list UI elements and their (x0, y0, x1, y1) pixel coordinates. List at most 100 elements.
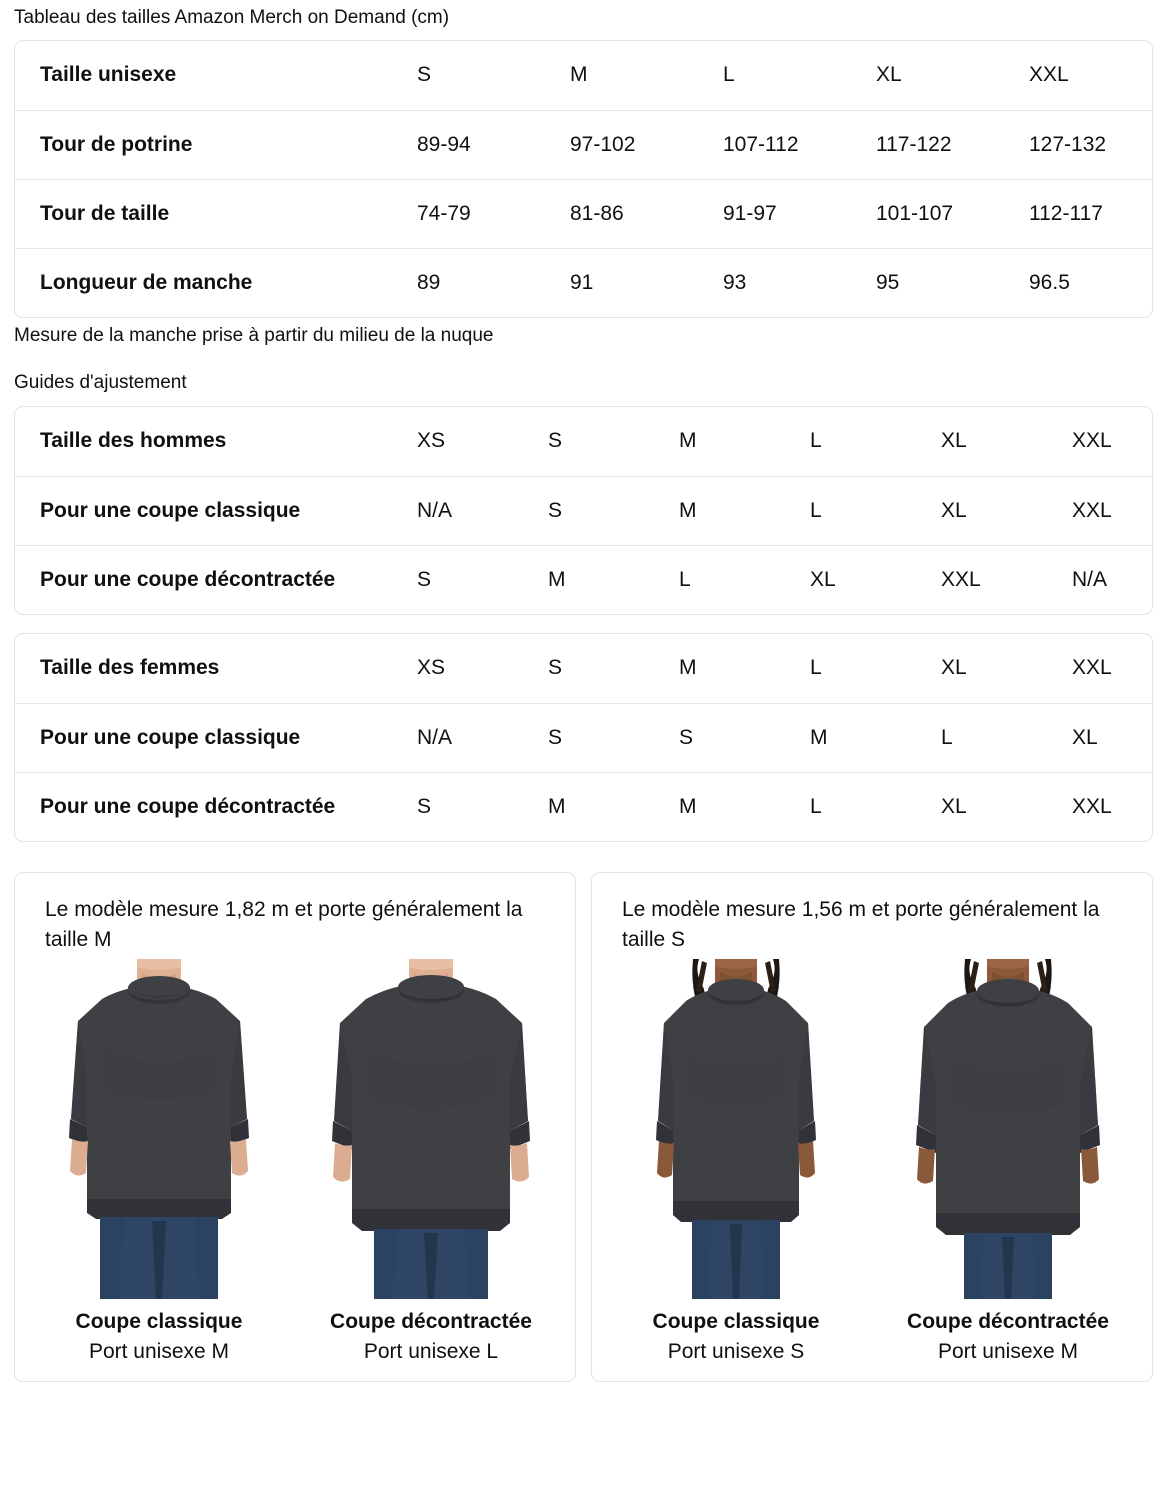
male-classic-fit-figure: Coupe classique Port unisexe M (23, 959, 295, 1367)
women-fit-card: Taille des femmes XS S M L XL XXL Pour u… (14, 633, 1153, 842)
men-fit-card: Taille des hommes XS S M L XL XXL Pour u… (14, 406, 1153, 615)
cell-value: XL (941, 656, 967, 680)
wear-label: Port unisexe L (363, 1340, 499, 1363)
table-row: Taille unisexe S M L XL XXL (15, 41, 1152, 110)
table-row: Pour une coupe décontractée S M M L XL X… (15, 771, 1152, 841)
cell-value: S (417, 63, 432, 87)
male-classic-photo (23, 959, 295, 1299)
size-chart-card: Taille unisexe S M L XL XXL Tour de potr… (14, 40, 1153, 318)
row-label: Tour de potrine (15, 109, 415, 179)
cell-value: S (548, 656, 563, 680)
cell-value: M (677, 771, 808, 841)
cell-value: XXL (1029, 63, 1069, 87)
cell-value: 97-102 (568, 109, 721, 179)
row-label: Pour une coupe classique (15, 475, 415, 545)
cell-value: XXL (1070, 771, 1152, 841)
model-cards-row: Le modèle mesure 1,82 m et porte général… (14, 872, 1153, 1382)
cell-value: M (679, 429, 697, 453)
row-label: Longueur de manche (15, 247, 415, 317)
table-row: Pour une coupe décontractée S M L XL XXL… (15, 544, 1152, 614)
cell-value: M (808, 702, 939, 772)
female-classic-fit-figure: Coupe classique Port unisexe S (600, 959, 872, 1367)
cell-value: 91-97 (721, 178, 874, 248)
cell-value: 127-132 (1027, 109, 1152, 179)
cell-value: XL (1070, 702, 1152, 772)
row-label: Taille des femmes (40, 656, 220, 680)
fit-label: Coupe décontractée (330, 1310, 532, 1333)
cell-value: N/A (415, 475, 546, 545)
cell-value: 95 (874, 247, 1027, 317)
cell-value: XXL (1072, 656, 1112, 680)
row-label: Taille des hommes (40, 429, 227, 453)
cell-value: XL (876, 63, 902, 87)
cell-value: XXL (1072, 429, 1112, 453)
cell-value: L (677, 544, 808, 614)
cell-value: S (415, 544, 546, 614)
male-relaxed-photo (295, 959, 567, 1299)
cell-value: XS (417, 429, 446, 453)
male-model-card: Le modèle mesure 1,82 m et porte général… (14, 872, 576, 1382)
cell-value: L (939, 702, 1070, 772)
fit-label: Coupe classique (75, 1310, 243, 1333)
cell-value: XL (808, 544, 939, 614)
female-relaxed-sweatshirt-illustration (916, 959, 1100, 1299)
row-label: Pour une coupe classique (15, 702, 415, 772)
fit-label: Coupe classique (652, 1310, 820, 1333)
cell-value: M (679, 656, 697, 680)
table-row: Tour de taille 74-79 81-86 91-97 101-107… (15, 178, 1152, 248)
cell-value: 81-86 (568, 178, 721, 248)
size-guide-page: Tableau des tailles Amazon Merch on Dema… (14, 7, 1153, 1382)
male-model-description: Le modèle mesure 1,82 m et porte général… (45, 898, 523, 951)
cell-value: L (810, 656, 822, 680)
male-relaxed-fit-figure: Coupe décontractée Port unisexe L (295, 959, 567, 1367)
cell-value: 107-112 (721, 109, 874, 179)
cell-value: M (570, 63, 588, 87)
female-relaxed-fit-figure: Coupe décontractée Port unisexe M (872, 959, 1144, 1367)
cell-value: 89 (415, 247, 568, 317)
row-label: Tour de taille (15, 178, 415, 248)
cell-value: 89-94 (415, 109, 568, 179)
cell-value: N/A (415, 702, 546, 772)
table-row: Pour une coupe classique N/A S M L XL XX… (15, 475, 1152, 545)
row-label: Pour une coupe décontractée (15, 771, 415, 841)
cell-value: XL (939, 771, 1070, 841)
table-row: Taille des femmes XS S M L XL XXL (15, 634, 1152, 703)
cell-value: 74-79 (415, 178, 568, 248)
cell-value: XS (417, 656, 446, 680)
men-fit-table: Taille des hommes XS S M L XL XXL Pour u… (15, 407, 1152, 614)
wear-label: Port unisexe S (667, 1340, 805, 1363)
table-row: Taille des hommes XS S M L XL XXL (15, 407, 1152, 476)
cell-value: L (810, 429, 822, 453)
sleeve-measurement-note: Mesure de la manche prise à partir du mi… (14, 325, 494, 346)
male-relaxed-sweatshirt-illustration (332, 959, 530, 1299)
cell-value: M (677, 475, 808, 545)
cell-value: XL (941, 429, 967, 453)
cell-value: N/A (1070, 544, 1152, 614)
cell-value: 117-122 (874, 109, 1027, 179)
female-model-description: Le modèle mesure 1,56 m et porte général… (622, 898, 1100, 951)
male-classic-caption: Coupe classique Port unisexe M (76, 1307, 243, 1367)
fit-guides-heading: Guides d'ajustement (14, 372, 187, 393)
male-figures: Coupe classique Port unisexe M (15, 959, 575, 1367)
table-row: Tour de potrine 89-94 97-102 107-112 117… (15, 109, 1152, 179)
table-row: Longueur de manche 89 91 93 95 96.5 (15, 247, 1152, 317)
female-figures: Coupe classique Port unisexe S (592, 959, 1152, 1367)
fit-label: Coupe décontractée (907, 1310, 1109, 1333)
cell-value: S (546, 475, 677, 545)
cell-value: S (677, 702, 808, 772)
cell-value: 93 (721, 247, 874, 317)
cell-value: XXL (939, 544, 1070, 614)
female-model-card: Le modèle mesure 1,56 m et porte général… (591, 872, 1153, 1382)
female-classic-photo (600, 959, 872, 1299)
cell-value: XL (939, 475, 1070, 545)
female-relaxed-caption: Coupe décontractée Port unisexe M (907, 1307, 1109, 1367)
cell-value: L (808, 771, 939, 841)
wear-label: Port unisexe M (937, 1340, 1079, 1363)
row-label: Taille unisexe (40, 63, 177, 87)
cell-value: L (808, 475, 939, 545)
male-classic-sweatshirt-illustration (69, 959, 249, 1299)
cell-value: L (723, 63, 735, 87)
cell-value: 91 (568, 247, 721, 317)
male-relaxed-caption: Coupe décontractée Port unisexe L (330, 1307, 532, 1367)
table-row: Pour une coupe classique N/A S S M L XL (15, 702, 1152, 772)
